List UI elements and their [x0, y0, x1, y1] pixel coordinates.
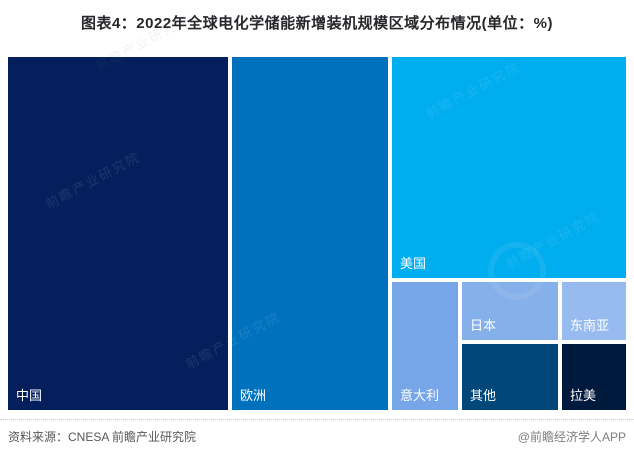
- treemap-tile-usa: 美国: [392, 57, 626, 278]
- treemap-tile-italy: 意大利: [392, 282, 458, 410]
- tile-label-southeast-asia: 东南亚: [570, 318, 610, 333]
- tile-label-latin-america: 拉美: [570, 388, 597, 403]
- treemap-tile-latin-america: 拉美: [562, 344, 626, 410]
- treemap-tile-japan: 日本: [462, 282, 558, 340]
- treemap-tile-southeast-asia: 东南亚: [562, 282, 626, 340]
- tile-label-china: 中国: [16, 388, 43, 403]
- treemap-tile-china: 中国: [8, 57, 228, 410]
- chart-footer: 资料来源：CNESA 前瞻产业研究院 @前瞻经济学人APP: [0, 419, 634, 455]
- treemap-tile-other: 其他: [462, 344, 558, 410]
- tile-label-other: 其他: [470, 388, 497, 403]
- treemap-tile-europe: 欧洲: [232, 57, 388, 410]
- tile-label-europe: 欧洲: [240, 388, 267, 403]
- tile-label-italy: 意大利: [400, 388, 440, 403]
- tile-label-japan: 日本: [470, 318, 497, 333]
- brand-credit: @前瞻经济学人APP: [517, 430, 626, 444]
- tile-label-usa: 美国: [400, 256, 427, 271]
- chart-title: 图表4：2022年全球电化学储能新增装机规模区域分布情况(单位：%): [80, 15, 554, 32]
- source-credit: 资料来源：CNESA 前瞻产业研究院: [8, 430, 197, 444]
